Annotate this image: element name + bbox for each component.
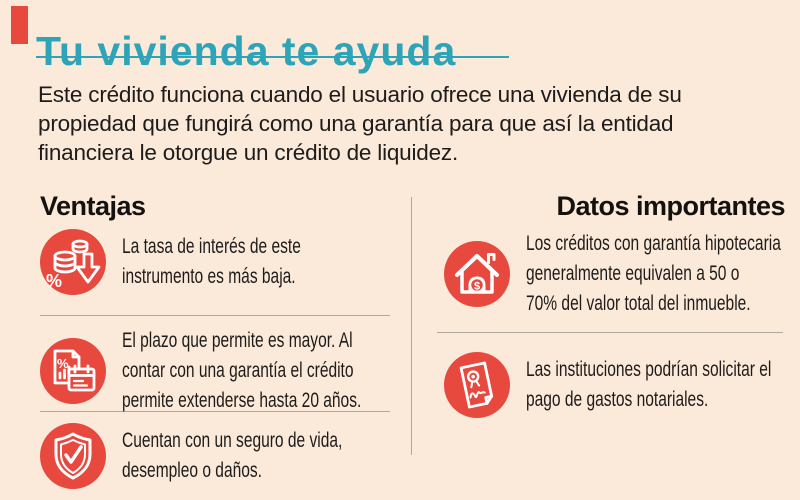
item-text: Las instituciones podrían solicitar el p… [526, 355, 771, 415]
list-item: % El plazo que permite es mayor. Al cont… [40, 326, 445, 416]
list-item: Cuentan con un seguro de vida, desempleo… [40, 423, 420, 489]
intro-line: Este crédito funciona cuando el usuario … [38, 82, 682, 107]
item-line: permite extenderse hasta 20 años. [122, 389, 362, 412]
shield-check-icon [40, 423, 106, 489]
list-item: % La tasa de interés de este instrumento… [40, 229, 364, 295]
item-line: instrumento es más baja. [122, 265, 296, 288]
svg-text:%: % [46, 271, 62, 291]
house-dollar-icon: $ [444, 241, 510, 307]
title-underline [36, 56, 509, 58]
item-text: El plazo que permite es mayor. Al contar… [122, 326, 361, 416]
column-divider [411, 197, 412, 455]
document-percent-calendar-icon: % [40, 338, 106, 404]
ventajas-heading: Ventajas [40, 191, 146, 221]
datos-importantes-heading: Datos importantes [556, 191, 785, 221]
title-accent-bar [11, 6, 28, 44]
svg-text:%: % [57, 356, 69, 371]
left-divider-2 [40, 411, 390, 412]
list-item: Las instituciones podrían solicitar el p… [444, 352, 800, 418]
item-line: 70% del valor total del inmueble. [526, 292, 751, 315]
item-line: pago de gastos notariales. [526, 388, 709, 411]
item-line: Cuentan con un seguro de vida, [122, 429, 343, 452]
item-line: El plazo que permite es mayor. Al [122, 329, 353, 352]
page-title: Tu vivienda te ayuda [36, 28, 457, 75]
item-line: Las instituciones podrían solicitar el [526, 358, 772, 381]
list-item: $ Los créditos con garantía hipotecaria … [444, 229, 800, 319]
right-divider-1 [437, 332, 783, 333]
item-text: Cuentan con un seguro de vida, desempleo… [122, 426, 342, 486]
item-line: contar con una garantía el crédito [122, 359, 354, 382]
notary-document-icon [444, 352, 510, 418]
left-divider-1 [40, 315, 390, 316]
item-line: generalmente equivalen a 50 o [526, 262, 740, 285]
item-line: La tasa de interés de este [122, 235, 301, 258]
svg-text:$: $ [474, 281, 480, 293]
intro-line: propiedad que fungirá como una garantía … [38, 111, 674, 136]
item-line: desempleo o daños. [122, 459, 262, 482]
item-text: La tasa de interés de este instrumento e… [122, 232, 301, 292]
item-line: Los créditos con garantía hipotecaria [526, 232, 781, 255]
intro-line: financiera le otorgue un crédito de liqu… [38, 140, 459, 165]
item-text: Los créditos con garantía hipotecaria ge… [526, 229, 781, 319]
coins-rate-down-icon: % [40, 229, 106, 295]
intro-text: Este crédito funciona cuando el usuario … [38, 80, 682, 167]
